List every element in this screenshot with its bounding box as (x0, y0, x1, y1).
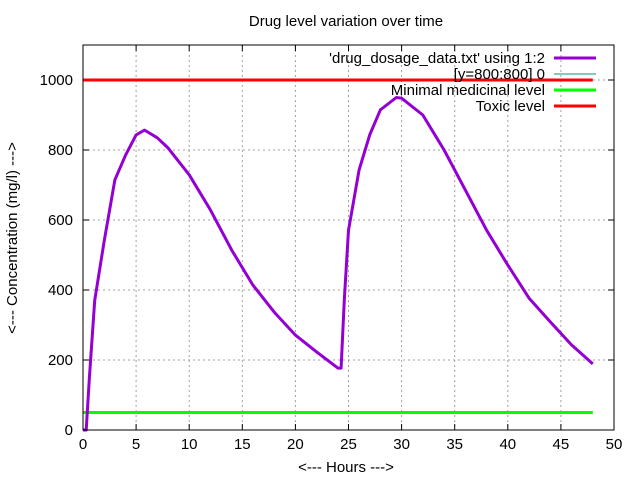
y-tick-label: 400 (48, 282, 73, 299)
y-tick-label: 0 (65, 422, 73, 439)
legend-label-2: Minimal medicinal level (391, 82, 545, 99)
x-tick-label: 45 (553, 436, 570, 453)
x-tick-label: 35 (446, 436, 463, 453)
x-tick-label: 20 (287, 436, 304, 453)
y-tick-label: 200 (48, 352, 73, 369)
x-axis-label: <--- Hours ---> (298, 459, 394, 476)
legend-label-3: Toxic level (476, 98, 545, 115)
legend: 'drug_dosage_data.txt' using 1:2[y=800:8… (329, 50, 596, 115)
y-tick-label: 800 (48, 142, 73, 159)
legend-label-1: [y=800:800] 0 (454, 66, 545, 83)
legend-label-0: 'drug_dosage_data.txt' using 1:2 (329, 50, 545, 67)
y-tick-label: 600 (48, 212, 73, 229)
y-axis-label: <--- Concentration (mg/l) ---> (4, 142, 21, 334)
y-tick-label: 1000 (40, 72, 73, 89)
series-line-0 (83, 96, 594, 432)
series-lines (83, 78, 614, 432)
x-tick-label: 10 (181, 436, 198, 453)
axis-ticks: 0 5 10 15 20 25 30 35 40 45 50 0 200 400 600 800 1000 (40, 45, 623, 453)
x-tick-label: 25 (340, 436, 357, 453)
x-tick-label: 15 (234, 436, 251, 453)
x-tick-label: 5 (132, 436, 140, 453)
x-tick-label: 40 (499, 436, 516, 453)
x-tick-label: 0 (79, 436, 87, 453)
chart-title: Drug level variation over time (249, 13, 443, 30)
plot-frame (82, 44, 615, 431)
x-tick-label: 30 (393, 436, 410, 453)
x-tick-label: 50 (606, 436, 623, 453)
